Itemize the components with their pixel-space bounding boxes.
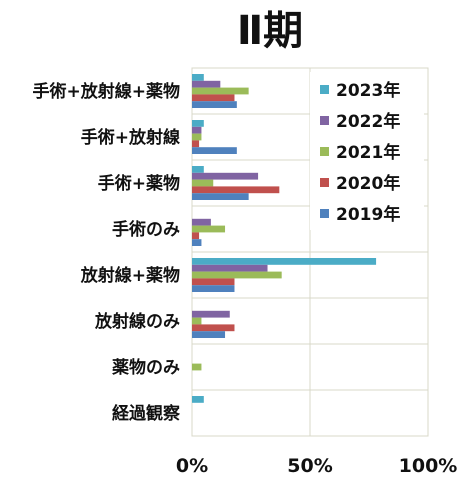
- tick-labels: 0% 50% 100%: [176, 455, 457, 477]
- bar: [192, 172, 259, 180]
- bar: [192, 239, 202, 246]
- bar: [192, 218, 211, 226]
- bar: [192, 166, 204, 173]
- bar: [192, 179, 214, 187]
- bar: [192, 271, 282, 279]
- bar: [192, 186, 280, 194]
- bar: [192, 120, 204, 127]
- legend-swatch: [320, 147, 329, 156]
- bar: [192, 278, 235, 286]
- bar: [192, 193, 249, 200]
- bar: [192, 147, 237, 154]
- bar: [192, 310, 230, 318]
- tick-label: 100%: [399, 455, 458, 477]
- bar: [192, 232, 200, 240]
- category-labels: 手術+放射線+薬物手術+放射線手術+薬物手術のみ放射線+薬物放射線のみ薬物のみ経…: [33, 81, 181, 424]
- tick-label: 0%: [176, 455, 208, 477]
- category-label: 手術+薬物: [98, 173, 180, 194]
- bar: [192, 225, 226, 233]
- bar: [192, 331, 226, 338]
- category-label: 経過観察: [112, 403, 181, 424]
- chart-title: Ⅱ期: [237, 8, 303, 54]
- bar: [192, 258, 377, 265]
- bar: [192, 324, 235, 332]
- legend-swatch: [320, 85, 329, 94]
- bar: [192, 80, 221, 88]
- tick-label: 50%: [287, 455, 332, 477]
- legend-label: 2022年: [336, 111, 400, 132]
- legend-label: 2023年: [336, 80, 400, 101]
- bar: [192, 285, 235, 292]
- bar: [192, 133, 202, 141]
- bars: [192, 74, 377, 403]
- category-label: 放射線+薬物: [80, 265, 180, 286]
- legend-swatch: [320, 178, 329, 187]
- bar: [192, 74, 204, 81]
- category-label: 手術+放射線: [81, 127, 180, 148]
- bar: [192, 140, 200, 148]
- bar: [192, 126, 202, 134]
- category-label: 手術+放射線+薬物: [33, 81, 181, 102]
- bar: [192, 264, 268, 272]
- bar: [192, 101, 237, 108]
- legend-label: 2020年: [336, 173, 400, 194]
- legend-swatch: [320, 116, 329, 125]
- category-label: 手術のみ: [112, 219, 180, 240]
- legend-swatch: [320, 209, 329, 218]
- bar: [192, 87, 249, 95]
- category-label: 薬物のみ: [112, 357, 180, 378]
- category-label: 放射線のみ: [94, 311, 180, 332]
- bar: [192, 396, 204, 403]
- legend-label: 2021年: [336, 142, 400, 163]
- bar: [192, 317, 202, 325]
- legend-label: 2019年: [336, 204, 400, 225]
- bar: [192, 363, 202, 371]
- bar: [192, 94, 235, 102]
- legend: 2023年 2022年 2021年 2020年 2019年: [310, 72, 424, 230]
